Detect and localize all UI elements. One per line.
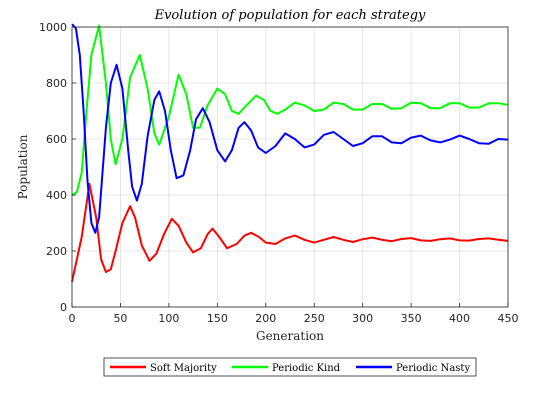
x-tick-label: 400 — [449, 312, 470, 325]
y-tick-label: 800 — [46, 77, 67, 90]
x-tick-label: 450 — [498, 312, 519, 325]
plot-frame — [71, 26, 509, 308]
x-tick-label: 300 — [352, 312, 373, 325]
x-tick-label: 350 — [401, 312, 422, 325]
y-axis-title: Population — [16, 134, 30, 199]
y-tick-label: 600 — [46, 133, 67, 146]
x-axis-title: Generation — [256, 329, 324, 343]
x-tick-label: 150 — [207, 312, 228, 325]
series-line-3 — [71, 23, 509, 234]
legend-label-3: Periodic Nasty — [396, 363, 470, 374]
series-lines — [71, 23, 509, 283]
series-line-2 — [71, 24, 509, 196]
y-tick-label: 200 — [46, 245, 67, 258]
x-tick-label: 200 — [255, 312, 276, 325]
legend-box — [103, 357, 477, 377]
x-tick-label: 100 — [158, 312, 179, 325]
legend-label-2: Periodic Kind — [272, 363, 341, 374]
x-tick-label: 0 — [69, 312, 76, 325]
chart-title: Evolution of population for each strateg… — [154, 8, 426, 23]
series-line-1 — [71, 182, 509, 283]
ticks: 0 50 100 150 200 250 300 350 400 450 0 200 400 600 800… — [39, 21, 519, 325]
legend-label-1: Soft Majority — [150, 363, 217, 374]
y-tick-label: 400 — [46, 189, 67, 202]
y-tick-label: 0 — [60, 301, 67, 314]
legend: Soft Majority Periodic Kind Periodic Nasty — [103, 357, 477, 377]
plot-area — [72, 27, 508, 307]
x-tick-label: 50 — [113, 312, 127, 325]
x-tick-label: 250 — [304, 312, 325, 325]
y-tick-label: 1000 — [39, 21, 67, 34]
